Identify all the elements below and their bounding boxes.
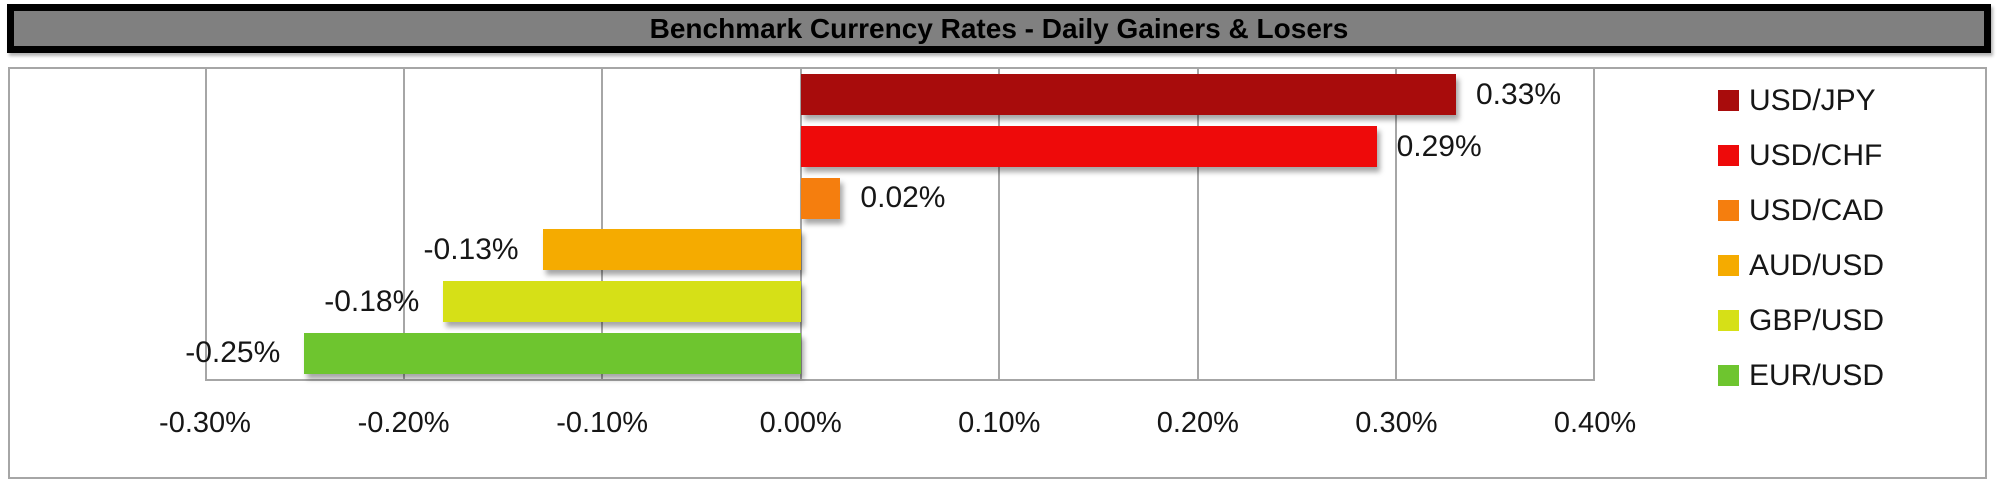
gridline (1196, 69, 1199, 379)
x-tick-label: 0.30% (1355, 407, 1438, 439)
gridline (205, 69, 207, 379)
x-tick-label: 0.20% (1156, 407, 1239, 439)
legend-swatch (1718, 255, 1739, 276)
x-tick-label: -0.30% (159, 407, 251, 439)
bar-eur-usd (304, 332, 801, 374)
legend-item-usd-jpy: USD/JPY (1718, 73, 1884, 128)
legend-label: USD/JPY (1749, 83, 1876, 117)
gridline (1395, 69, 1398, 379)
value-label-eur-usd: -0.25% (185, 336, 281, 370)
bar-gbp-usd (443, 281, 801, 322)
chart-content-area: 0.33% 0.29% 0.02% -0.13% -0.18% -0.25% -0.30%… (8, 67, 1987, 479)
value-label-aud-usd: -0.13% (423, 232, 519, 266)
legend-swatch (1718, 310, 1739, 331)
legend-swatch (1718, 90, 1739, 111)
legend-item-gbp-usd: GBP/USD (1718, 293, 1884, 348)
legend-swatch (1718, 145, 1739, 166)
value-label-usd-jpy: 0.33% (1476, 77, 1562, 111)
chart-title-bar: Benchmark Currency Rates - Daily Gainers… (7, 4, 1991, 53)
legend-item-usd-chf: USD/CHF (1718, 128, 1884, 183)
legend: USD/JPY USD/CHF USD/CAD AUD/USD GBP/USD EUR/U… (1718, 73, 1884, 403)
gridline (799, 69, 802, 379)
bar-usd-jpy (800, 74, 1456, 116)
gridline (601, 69, 604, 379)
legend-item-eur-usd: EUR/USD (1718, 348, 1884, 403)
legend-label: EUR/USD (1749, 358, 1885, 392)
chart-title: Benchmark Currency Rates - Daily Gainers… (649, 12, 1349, 44)
legend-label: GBP/USD (1749, 303, 1885, 337)
gridline (402, 69, 405, 379)
x-tick-label: 0.00% (759, 407, 842, 439)
gridline (1593, 69, 1595, 379)
value-label-gbp-usd: -0.18% (324, 284, 420, 318)
legend-swatch (1718, 200, 1739, 221)
bar-aud-usd (542, 229, 801, 271)
legend-label: USD/CHF (1749, 138, 1883, 172)
legend-label: USD/CAD (1749, 193, 1885, 227)
bar-usd-chf (800, 126, 1377, 167)
x-tick-label: 0.10% (958, 407, 1041, 439)
legend-item-aud-usd: AUD/USD (1718, 238, 1884, 293)
gridline (998, 69, 1001, 379)
legend-item-usd-cad: USD/CAD (1718, 183, 1884, 238)
x-tick-label: -0.20% (357, 407, 450, 439)
value-label-usd-cad: 0.02% (860, 181, 946, 215)
x-tick-label: -0.10% (556, 407, 649, 439)
legend-swatch (1718, 365, 1739, 386)
x-axis: -0.30% -0.20% -0.10% 0.00% 0.10% 0.20% 0.30% 0.… (159, 379, 1636, 479)
plot-area: 0.33% 0.29% 0.02% -0.13% -0.18% -0.25% (185, 69, 1595, 381)
value-label-usd-chf: 0.29% (1396, 129, 1482, 163)
legend-label: AUD/USD (1749, 248, 1885, 282)
bar-usd-cad (800, 177, 841, 219)
x-tick-label: 0.40% (1553, 407, 1637, 439)
